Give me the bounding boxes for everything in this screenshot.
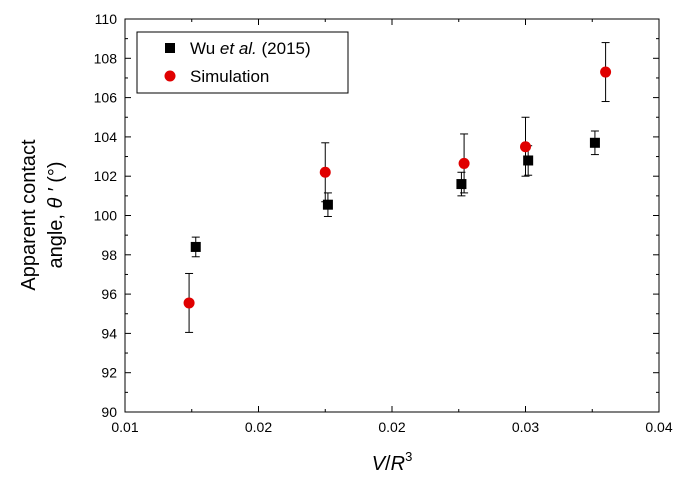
data-point-simulation <box>458 157 470 169</box>
legend: Wu et al. (2015) Simulation <box>136 31 349 94</box>
y-axis-title-theta: θ ′ <box>45 187 67 208</box>
data-point-wu <box>456 179 467 190</box>
y-tick-label: 104 <box>94 129 118 145</box>
x-tick-label: 0.04 <box>645 419 672 435</box>
data-point-wu <box>589 137 600 148</box>
data-point-simulation <box>183 297 195 309</box>
axis-ticks: 0.01 0.02 0.02 0.03 0.04 90 92 94 96 98 100 102 104 1… <box>94 11 673 435</box>
y-tick-label: 94 <box>101 325 117 341</box>
x-axis-var-r: R <box>391 453 405 475</box>
y-tick-label: 92 <box>101 365 117 381</box>
legend-sim-label: Simulation <box>190 67 269 86</box>
y-tick-label: 108 <box>94 50 118 66</box>
legend-wu-post: (2015) <box>257 39 311 58</box>
data-point-wu <box>322 199 333 210</box>
x-tick-label: 0.03 <box>512 419 539 435</box>
y-tick-label: 98 <box>101 247 117 263</box>
y-tick-label: 90 <box>101 404 117 420</box>
legend-wu-pre: Wu <box>190 39 220 58</box>
legend-marker-square <box>165 43 175 53</box>
y-tick-label: 110 <box>95 11 118 27</box>
legend-label-simulation: Simulation <box>190 67 269 86</box>
data-point-wu <box>190 241 201 252</box>
x-axis-slash: / <box>385 453 391 475</box>
y-tick-label: 102 <box>94 168 118 184</box>
x-tick-label: 0.01 <box>111 419 138 435</box>
data-point-wu <box>523 155 534 166</box>
y-axis-title-line2: angle, θ ′ (°) <box>45 161 67 268</box>
legend-frame <box>136 31 349 94</box>
y-axis-title-unit: (°) <box>45 161 67 188</box>
legend-wu-italic: et al. <box>220 39 257 58</box>
y-tick-label: 100 <box>94 208 118 224</box>
x-tick-label: 0.02 <box>378 419 405 435</box>
x-axis-title: V/R3 <box>372 449 413 475</box>
y-axis-title-line1: Apparent contact <box>18 139 40 291</box>
x-axis-superscript: 3 <box>405 449 412 464</box>
y-tick-label: 96 <box>101 286 117 302</box>
x-axis-var-v: V <box>372 453 387 475</box>
y-tick-label: 106 <box>94 90 118 106</box>
data-point-simulation <box>520 141 531 153</box>
y-axis-title-prefix: angle, <box>45 208 67 268</box>
data-marks <box>183 42 612 333</box>
legend-marker-circle <box>164 70 176 82</box>
data-point-simulation <box>319 166 331 178</box>
x-tick-label: 0.02 <box>245 419 272 435</box>
legend-label-wu: Wu et al. (2015) <box>190 39 311 58</box>
data-point-simulation <box>600 66 612 78</box>
